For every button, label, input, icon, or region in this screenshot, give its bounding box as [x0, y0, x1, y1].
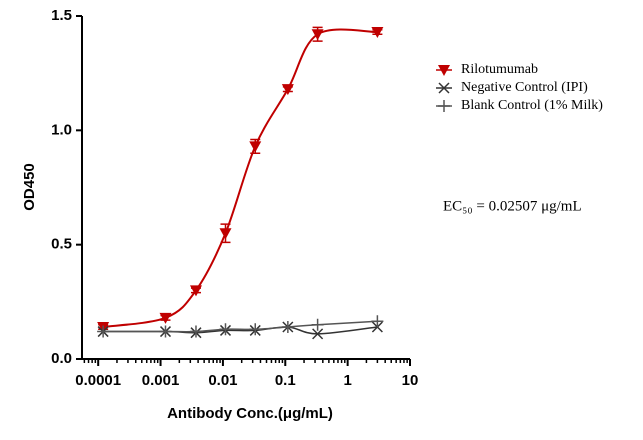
- marker: [281, 320, 294, 333]
- x-tick-label: 1: [343, 372, 351, 389]
- marker: [97, 325, 110, 338]
- legend-label: Negative Control (IPI): [461, 80, 588, 95]
- y-tick-label: 1.0: [51, 121, 72, 138]
- y-tick-label: 1.5: [51, 7, 72, 24]
- marker: [249, 141, 262, 153]
- x-tick-label: 10: [402, 372, 419, 389]
- marker: [438, 82, 450, 94]
- x-tick-label: 0.0001: [75, 372, 121, 389]
- marker: [189, 285, 202, 297]
- marker: [281, 84, 294, 96]
- marker: [159, 325, 172, 338]
- marker: [219, 323, 232, 336]
- marker: [438, 65, 450, 76]
- marker: [159, 312, 172, 324]
- marker: [371, 315, 384, 328]
- marker: [311, 29, 324, 41]
- legend-label: Rilotumumab: [461, 62, 538, 77]
- marker: [219, 228, 232, 240]
- marker: [311, 318, 324, 331]
- marker: [371, 27, 384, 39]
- x-axis-title: Antibody Conc.(μg/mL): [167, 405, 333, 422]
- y-axis-title: OD450: [21, 163, 38, 211]
- marker: [189, 325, 202, 338]
- y-tick-label: 0.0: [51, 350, 72, 367]
- x-tick-label: 0.01: [208, 372, 237, 389]
- legend-label: Blank Control (1% Milk): [461, 98, 603, 113]
- annotation: EC₅₀ = 0.02507 μg/mL: [443, 198, 582, 214]
- y-tick-label: 0.5: [51, 236, 72, 253]
- series-line: [102, 28, 378, 328]
- marker: [249, 323, 262, 336]
- x-tick-label: 0.001: [142, 372, 180, 389]
- marker: [312, 328, 324, 340]
- x-tick-label: 0.1: [275, 372, 296, 389]
- marker: [438, 100, 450, 112]
- series-line: [103, 326, 378, 335]
